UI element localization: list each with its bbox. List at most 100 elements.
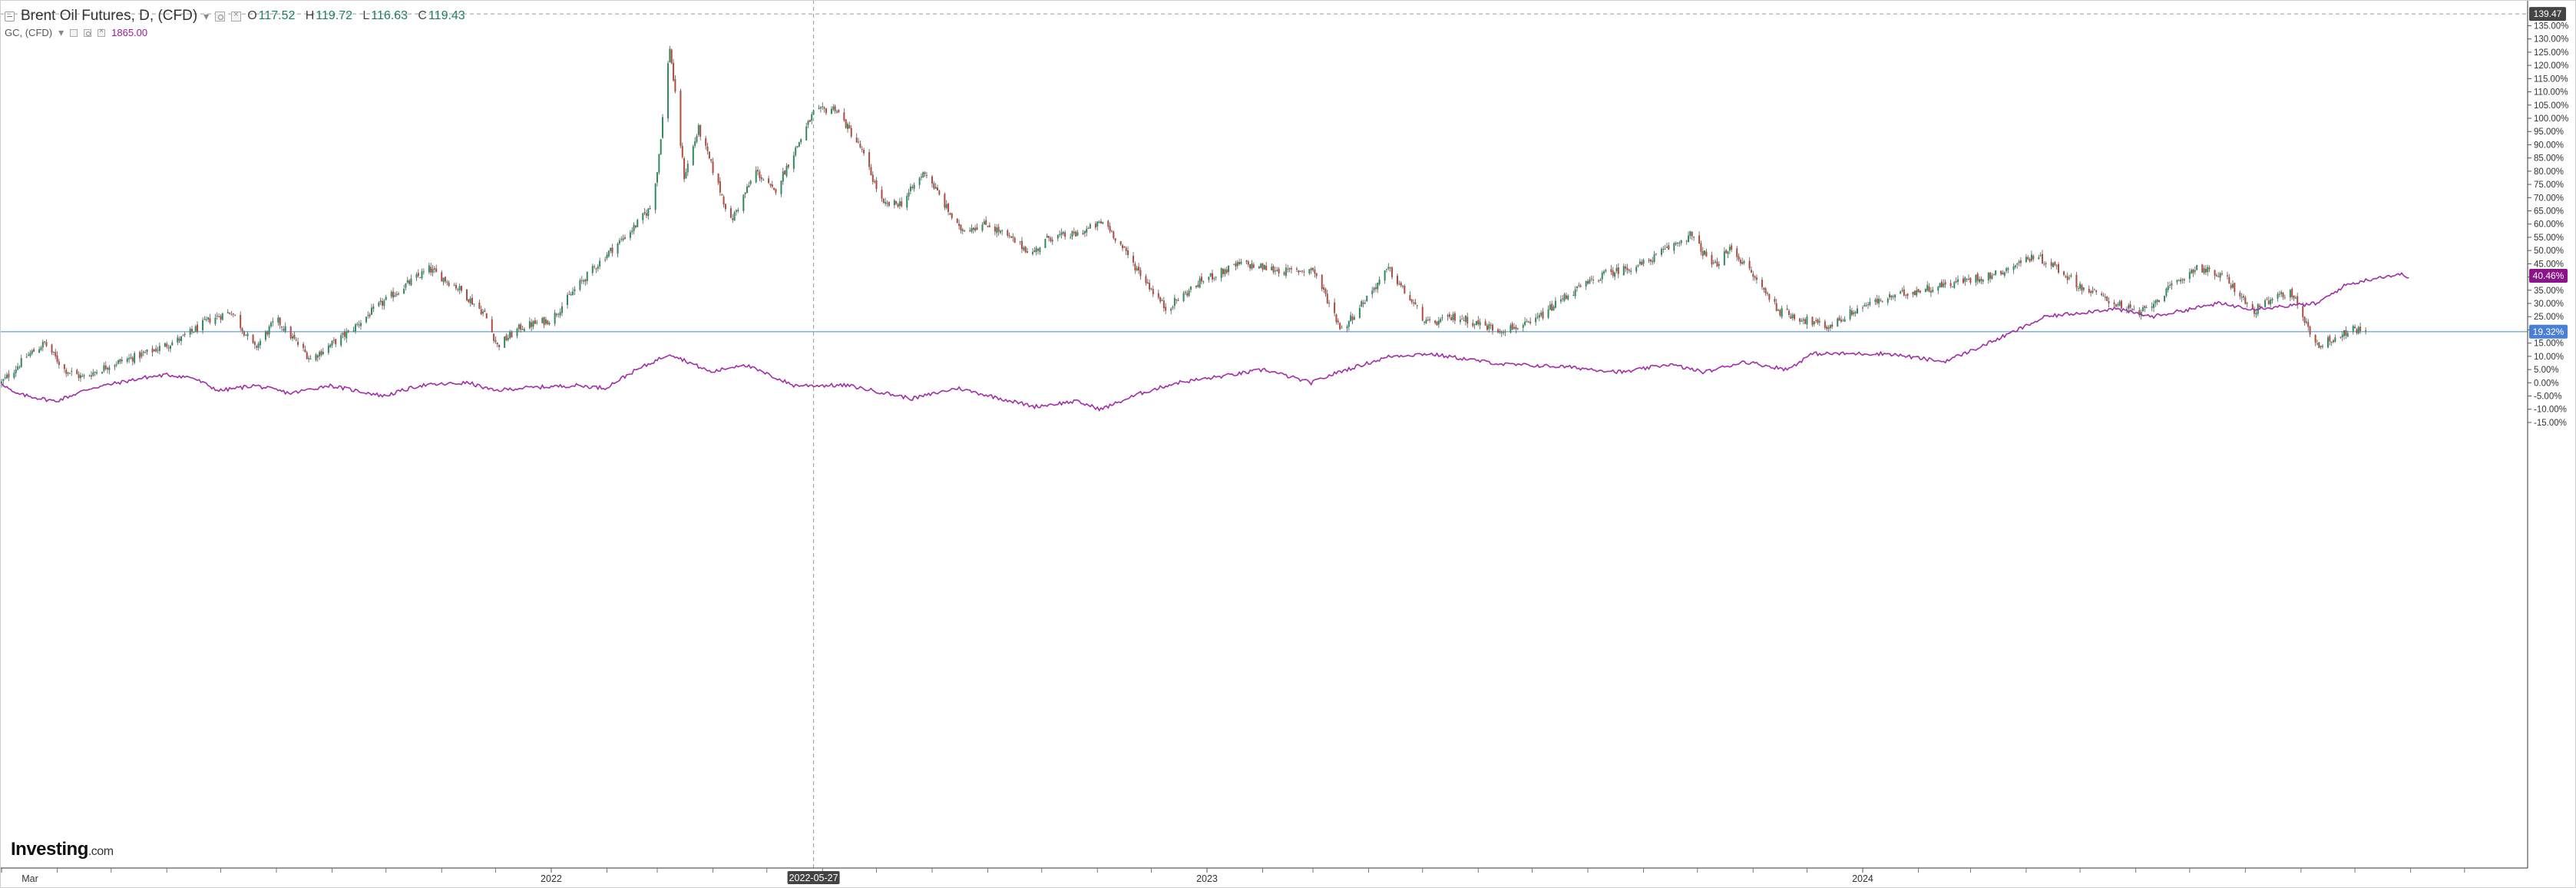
- candle-body: [1033, 250, 1036, 252]
- candle-body: [2243, 296, 2245, 298]
- candle-body: [63, 364, 65, 369]
- candle-body: [1614, 272, 1616, 277]
- candle-body: [354, 324, 356, 332]
- chevron-down-icon[interactable]: ▾: [58, 26, 64, 38]
- x-tick-label: 2022: [541, 873, 562, 884]
- x-axis[interactable]: Mar 2022 2023 2024: [1, 868, 2465, 884]
- candle-body: [1559, 299, 1562, 302]
- low-label: L: [362, 9, 370, 22]
- candle-body: [1865, 305, 1867, 306]
- candle-body: [257, 343, 260, 348]
- candle-body: [2215, 275, 2217, 277]
- candle-body: [1515, 326, 1517, 330]
- chevron-down-icon[interactable]: ▾: [203, 9, 210, 22]
- candle-body: [241, 328, 243, 331]
- candle-body: [453, 285, 455, 287]
- candle-body: [270, 323, 272, 326]
- collapse-icon[interactable]: [5, 11, 15, 22]
- close-icon[interactable]: [98, 27, 106, 37]
- candle-body: [964, 230, 966, 232]
- candle-body: [2141, 307, 2144, 312]
- candle-body: [2201, 264, 2204, 273]
- candle-body: [1731, 245, 1733, 250]
- candle-body: [2070, 275, 2072, 277]
- crosshair-price-badge: [2529, 7, 2566, 22]
- candle-body: [1635, 267, 1638, 272]
- candle-body: [1409, 295, 1411, 300]
- candle-body: [71, 370, 73, 372]
- candle-body: [1265, 265, 1268, 270]
- candle-body: [1637, 265, 1639, 267]
- candle-body: [983, 221, 985, 225]
- candle-body: [1940, 281, 1943, 287]
- candle-body: [819, 107, 822, 109]
- main-symbol-name[interactable]: Brent Oil Futures, D, (CFD): [21, 8, 198, 24]
- candle-body: [38, 349, 41, 353]
- candle-body: [933, 183, 935, 189]
- candle-body: [2176, 280, 2178, 283]
- candle-body: [1326, 293, 1328, 303]
- candle-body: [554, 313, 556, 324]
- candle-body: [631, 230, 633, 233]
- y-tick-label: 60.00%: [2534, 220, 2564, 230]
- candle-body: [1763, 287, 1765, 290]
- candle-body: [2118, 301, 2121, 306]
- candle-body: [167, 347, 170, 349]
- y-tick-label: 15.00%: [2534, 340, 2564, 349]
- candle-body: [1867, 304, 1870, 306]
- candle-body: [1553, 306, 1555, 310]
- compare-series: [1, 272, 2409, 412]
- candle-body: [259, 340, 261, 346]
- candle-body: [696, 135, 698, 142]
- candle-body: [2, 379, 5, 381]
- candle-body: [918, 177, 921, 185]
- candle-body: [518, 324, 520, 330]
- candle-body: [1321, 274, 1323, 290]
- candle-body: [1587, 281, 1589, 284]
- candle-body: [1818, 320, 1820, 323]
- candle-body: [1991, 275, 1993, 280]
- candle-body: [1701, 251, 1704, 256]
- candle-body: [2230, 285, 2232, 288]
- candle-body: [629, 232, 631, 238]
- candle-body: [1815, 320, 1817, 321]
- candle-body: [1705, 251, 1708, 257]
- candle-body: [2095, 290, 2098, 293]
- candle-body: [2255, 313, 2257, 315]
- candle-body: [1479, 322, 1481, 326]
- close-icon[interactable]: [231, 10, 242, 22]
- compare-symbol-name[interactable]: GC, (CFD): [5, 27, 53, 38]
- y-axis[interactable]: 135.00% 130.00% 125.00% 120.00% 115.00% 110.0…: [2528, 22, 2568, 428]
- visibility-icon[interactable]: [70, 28, 78, 37]
- candle-body: [141, 353, 143, 357]
- candle-body: [45, 342, 48, 346]
- candle-body: [2178, 280, 2180, 281]
- candle-body: [1177, 300, 1179, 302]
- plot-area[interactable]: [0, 0, 2528, 868]
- candle-body: [885, 201, 887, 204]
- candlestick-series: [1, 45, 2367, 388]
- candle-body: [633, 224, 635, 231]
- candle-body: [1046, 235, 1048, 238]
- candle-body: [359, 323, 362, 326]
- settings-icon[interactable]: [84, 28, 92, 37]
- high-label: H: [305, 9, 315, 22]
- candle-body: [1680, 240, 1682, 244]
- candle-body: [292, 336, 294, 339]
- settings-icon[interactable]: [215, 11, 226, 22]
- candle-body: [493, 333, 495, 341]
- candle-body: [139, 351, 141, 359]
- candle-body: [882, 199, 885, 204]
- candle-body: [2092, 290, 2094, 293]
- candle-body: [303, 343, 305, 349]
- candle-body: [1149, 283, 1151, 290]
- candle-body: [1208, 277, 1210, 280]
- candle-body: [1969, 277, 1972, 283]
- candle-body: [1247, 261, 1249, 265]
- candle-body: [1949, 283, 1952, 287]
- candle-body: [1464, 315, 1467, 322]
- candle-body: [1288, 268, 1291, 270]
- candle-body: [1441, 317, 1443, 319]
